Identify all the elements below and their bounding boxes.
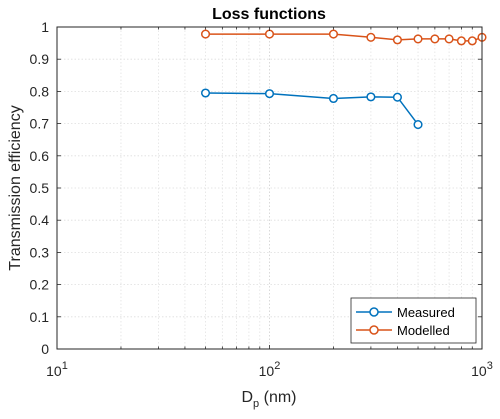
x-axis-label-main: D bbox=[241, 389, 253, 406]
legend-entry-modelled: Modelled bbox=[356, 323, 450, 338]
y-tick-label: 0.3 bbox=[30, 244, 50, 260]
x-tick-label: 101 bbox=[46, 360, 68, 379]
tick-marks bbox=[56, 26, 482, 350]
legend-swatch-marker-modelled bbox=[369, 325, 379, 335]
series-measured bbox=[200, 88, 423, 130]
data-point-modelled bbox=[366, 32, 376, 42]
x-tick-label: 103 bbox=[471, 360, 493, 379]
x-axis-label: Dp (nm) bbox=[241, 389, 296, 410]
data-point-measured bbox=[413, 120, 423, 130]
y-tick-label: 0.1 bbox=[30, 309, 50, 325]
data-point-modelled bbox=[467, 36, 477, 46]
chart-title: Loss functions bbox=[212, 6, 326, 23]
y-axis-label: Transmission efficiency bbox=[7, 105, 24, 270]
x-tick-label-exponent: 1 bbox=[62, 360, 68, 372]
x-axis-ticks: 101 102 103 bbox=[46, 360, 493, 379]
y-axis-ticks: 0 0.1 0.2 0.3 0.4 0.5 0.6 0.7 0.8 0.9 1 bbox=[30, 19, 50, 357]
x-axis-label-subscript: p bbox=[253, 398, 259, 410]
legend: Measured Modelled bbox=[350, 297, 477, 344]
data-point-modelled bbox=[328, 29, 339, 39]
data-point-measured bbox=[392, 92, 402, 102]
y-tick-label: 0.2 bbox=[30, 277, 50, 293]
x-axis-label-unit: (nm) bbox=[259, 389, 296, 406]
x-tick-label-base: 10 bbox=[259, 363, 275, 379]
data-point-measured bbox=[328, 93, 339, 104]
legend-entry-measured: Measured bbox=[356, 305, 455, 320]
series-modelled bbox=[200, 29, 487, 46]
data-point-modelled bbox=[264, 29, 275, 39]
x-tick-label: 102 bbox=[259, 360, 281, 379]
data-point-modelled bbox=[392, 35, 402, 45]
grid bbox=[57, 27, 482, 349]
data-point-measured bbox=[200, 88, 211, 98]
y-tick-label: 0 bbox=[41, 341, 49, 357]
series-line-measured bbox=[205, 92, 419, 126]
legend-label-measured: Measured bbox=[397, 305, 455, 320]
legend-label-modelled: Modelled bbox=[397, 323, 450, 338]
y-tick-label: 0.4 bbox=[30, 212, 50, 228]
data-point-modelled bbox=[430, 34, 440, 44]
y-tick-label: 0.5 bbox=[30, 180, 50, 196]
y-tick-label: 0.7 bbox=[30, 116, 50, 132]
data-point-measured bbox=[366, 92, 376, 102]
x-tick-label-exponent: 2 bbox=[274, 360, 280, 372]
legend-box bbox=[350, 297, 477, 344]
data-point-modelled bbox=[456, 36, 466, 46]
data-point-modelled bbox=[413, 34, 423, 44]
x-tick-label-exponent: 3 bbox=[487, 360, 493, 372]
legend-swatch-marker-measured bbox=[369, 307, 379, 317]
x-tick-label-base: 10 bbox=[471, 363, 487, 379]
series-layer bbox=[200, 29, 487, 130]
data-point-modelled bbox=[444, 34, 454, 44]
y-tick-label: 0.8 bbox=[30, 83, 50, 99]
y-tick-label: 0.9 bbox=[30, 51, 50, 67]
data-point-measured bbox=[264, 89, 275, 99]
y-tick-label: 1 bbox=[41, 19, 49, 35]
y-tick-label: 0.6 bbox=[30, 148, 50, 164]
x-tick-label-base: 10 bbox=[46, 363, 62, 379]
data-point-modelled bbox=[200, 29, 211, 39]
